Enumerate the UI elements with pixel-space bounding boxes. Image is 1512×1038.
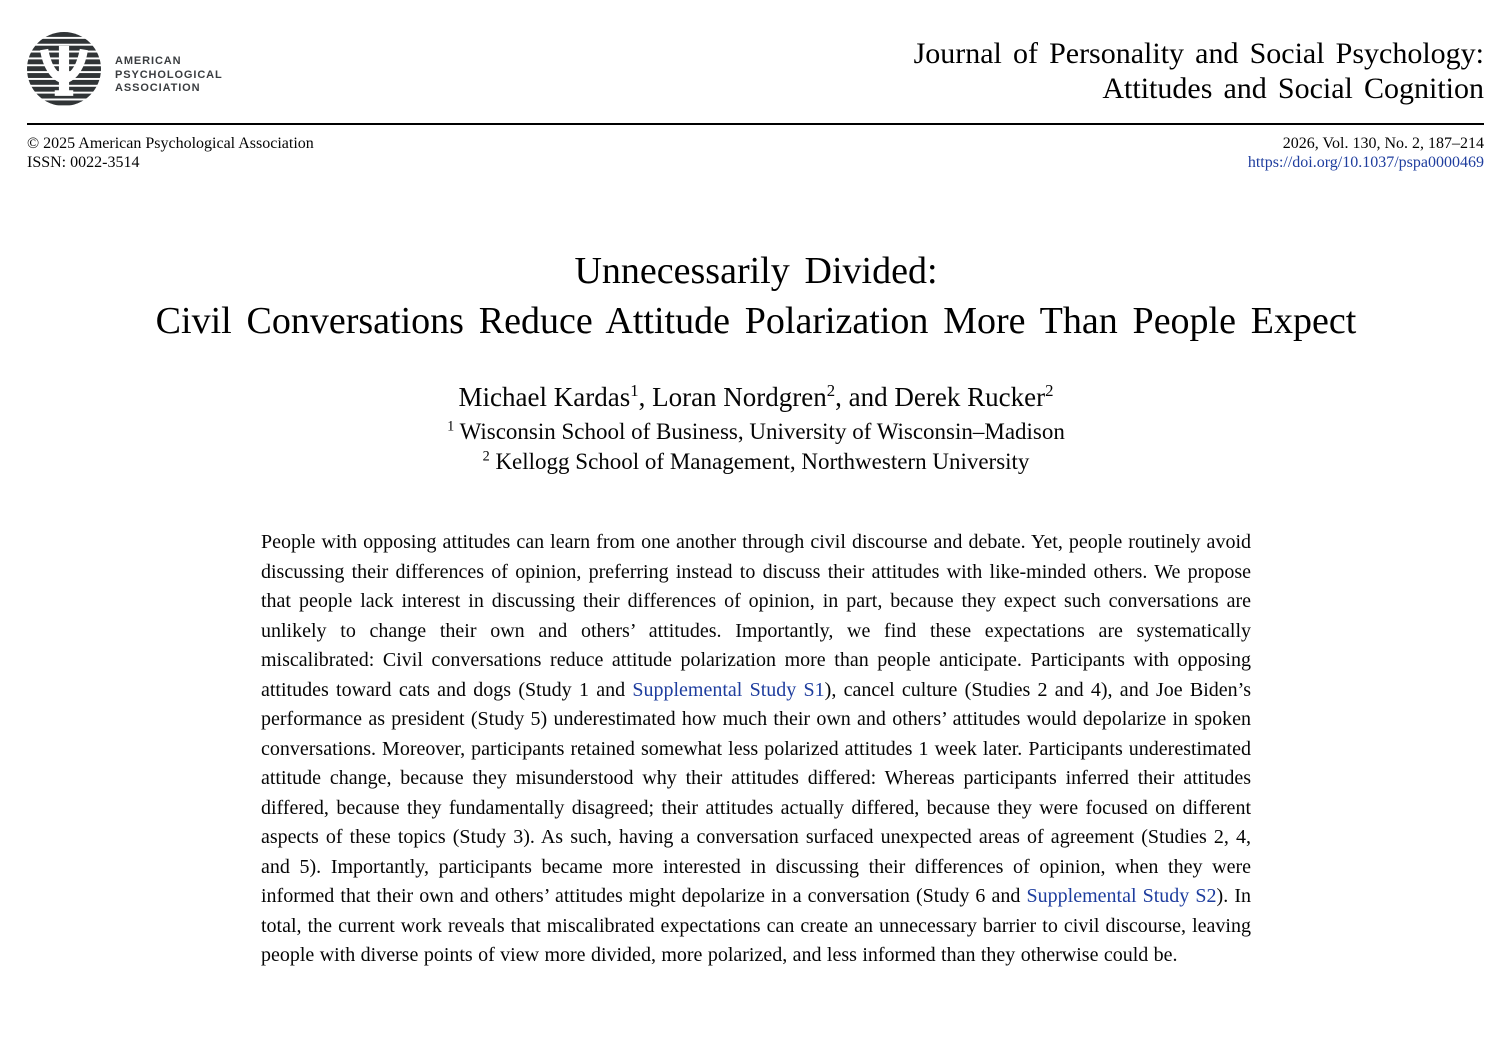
text-segment: ). In total, the current work reveals th… (261, 885, 1251, 966)
logo-wordmark: AMERICAN PSYCHOLOGICAL ASSOCIATION (115, 55, 223, 96)
text-segment: , and Derek Rucker (835, 382, 1046, 412)
affiliation-line-1: 1 Wisconsin School of Business, Universi… (0, 417, 1512, 447)
affiliation-line-2: 2 Kellogg School of Management, Northwes… (0, 447, 1512, 477)
apa-logo-icon (27, 32, 101, 106)
copyright-line: © 2025 American Psychological Associatio… (27, 135, 314, 152)
article-title: Unnecessarily Divided: Civil Conversatio… (0, 246, 1512, 346)
text-segment: People with opposing attitudes can learn… (261, 531, 1251, 701)
text-segment: Wisconsin School of Business, University… (454, 419, 1065, 444)
journal-title: Journal of Personality and Social Psycho… (914, 36, 1484, 106)
meta-right: 2026, Vol. 130, No. 2, 187–214 https://d… (1248, 134, 1484, 172)
issn-line: ISSN: 0022-3514 (27, 154, 140, 171)
article-title-line1: Unnecessarily Divided: (574, 250, 938, 292)
meta-left: © 2025 American Psychological Associatio… (27, 134, 314, 172)
supplemental-study-link[interactable]: Supplemental Study S1 (632, 678, 825, 701)
journal-title-line2: Attitudes and Social Cognition (1102, 72, 1484, 105)
supplemental-study-link[interactable]: Supplemental Study S2 (1026, 885, 1217, 907)
logo-wordmark-line: ASSOCIATION (115, 82, 201, 94)
article-title-line2: Civil Conversations Reduce Attitude Pola… (155, 300, 1357, 342)
logo-wordmark-line: AMERICAN (115, 55, 182, 67)
meta-row: © 2025 American Psychological Associatio… (0, 125, 1512, 172)
superscript: 1 (630, 381, 639, 400)
apa-brand: AMERICAN PSYCHOLOGICAL ASSOCIATION (27, 32, 223, 106)
text-segment: Michael Kardas (458, 382, 631, 412)
author-list: Michael Kardas1, Loran Nordgren2, and De… (0, 381, 1512, 414)
superscript: 1 (447, 418, 455, 435)
abstract-text: People with opposing attitudes can learn… (261, 528, 1251, 971)
header-rule (27, 123, 1484, 125)
text-segment: ), cancel culture (Studies 2 and 4), and… (261, 678, 1251, 908)
journal-title-line1: Journal of Personality and Social Psycho… (913, 37, 1484, 70)
superscript: 2 (826, 381, 836, 400)
text-segment: Kellogg School of Management, Northweste… (489, 449, 1030, 474)
masthead: AMERICAN PSYCHOLOGICAL ASSOCIATION Journ… (0, 0, 1512, 106)
text-segment: , Loran Nordgren (638, 382, 827, 412)
doi-link[interactable]: https://doi.org/10.1037/pspa0000469 (1247, 154, 1484, 171)
logo-wordmark-line: PSYCHOLOGICAL (115, 68, 223, 81)
volume-line: 2026, Vol. 130, No. 2, 187–214 (1282, 135, 1484, 152)
superscript: 2 (1045, 381, 1054, 400)
superscript: 2 (482, 448, 490, 465)
affiliations: 1 Wisconsin School of Business, Universi… (0, 417, 1512, 477)
